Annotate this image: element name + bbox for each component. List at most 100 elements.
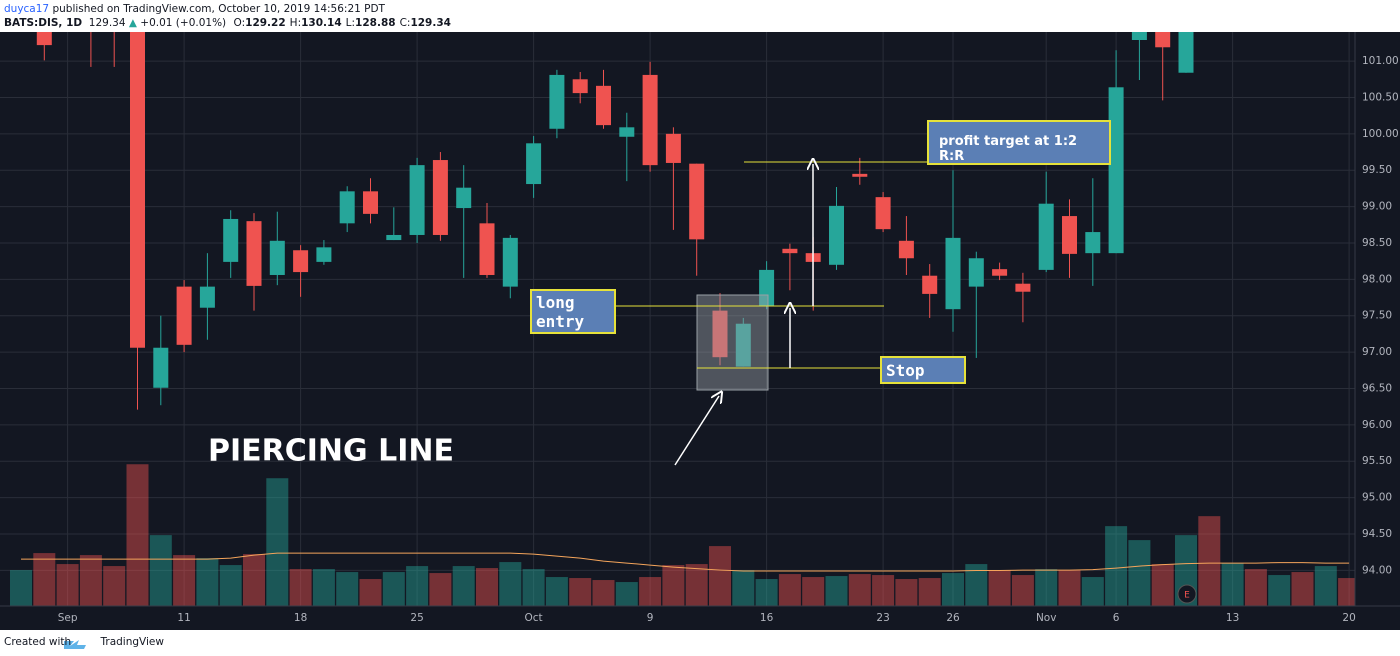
volume-bar bbox=[825, 576, 848, 606]
x-tick-label: 13 bbox=[1226, 612, 1239, 624]
volume-bar bbox=[1105, 526, 1128, 606]
arrow: ▲ bbox=[128, 17, 137, 29]
y-tick-label: 100.00 bbox=[1362, 128, 1399, 140]
x-tick-label: 18 bbox=[294, 612, 307, 624]
tv-logo bbox=[64, 640, 86, 649]
volume-bar bbox=[382, 572, 405, 606]
candle-body bbox=[83, 3, 98, 18]
y-tick-label: 99.00 bbox=[1362, 201, 1392, 213]
y-tick-label: 96.50 bbox=[1362, 382, 1392, 394]
candle-body bbox=[386, 234, 402, 241]
footer-prefix: Created with bbox=[4, 636, 72, 648]
published: published on TradingView.com, October 10… bbox=[52, 3, 385, 15]
x-tick-label: Nov bbox=[1036, 612, 1057, 624]
candle-body bbox=[1131, 32, 1147, 41]
volume-bar bbox=[755, 579, 778, 606]
volume-bar bbox=[499, 562, 522, 606]
candle-body bbox=[432, 160, 448, 235]
target-box: profit target at 1:2 R:R bbox=[927, 120, 1111, 165]
ohlc-value: 128.88 bbox=[355, 17, 396, 29]
candle-body bbox=[922, 275, 938, 294]
symbol: BATS:DIS, 1D bbox=[4, 17, 83, 29]
pattern-label: PIERCING LINE bbox=[208, 434, 454, 469]
volume-bar bbox=[56, 564, 79, 606]
candle-body bbox=[363, 191, 378, 214]
candle-body bbox=[339, 191, 355, 224]
volume-bar bbox=[1221, 563, 1244, 606]
author[interactable]: duyca17 bbox=[4, 3, 50, 15]
volume-bar bbox=[778, 574, 801, 606]
y-tick-label: 100.50 bbox=[1362, 91, 1399, 103]
volume-bar bbox=[685, 564, 708, 606]
y-tick-label: 97.50 bbox=[1362, 310, 1392, 322]
x-tick-label: 23 bbox=[876, 612, 889, 624]
event-label[interactable]: E bbox=[1184, 591, 1190, 601]
x-tick-label: 11 bbox=[177, 612, 190, 624]
volume-bar bbox=[802, 577, 825, 606]
volume-bar bbox=[149, 535, 172, 606]
candle-body bbox=[1062, 216, 1077, 254]
candle-body bbox=[735, 323, 751, 367]
candle-body bbox=[945, 237, 961, 310]
volume-bar bbox=[1338, 578, 1355, 606]
candle-body bbox=[176, 286, 192, 345]
volume-bar bbox=[103, 566, 126, 606]
y-tick-label: 98.00 bbox=[1362, 273, 1392, 285]
change: +0.01 (+0.01%) bbox=[140, 17, 227, 29]
footer: Created with TradingView bbox=[4, 636, 164, 648]
volume-bar bbox=[895, 579, 918, 606]
candle-body bbox=[153, 347, 169, 388]
candle-body bbox=[572, 79, 588, 94]
candle-body bbox=[665, 133, 681, 163]
x-tick-label: Oct bbox=[525, 612, 543, 624]
ohlc-label: C: bbox=[399, 17, 411, 29]
candle-body bbox=[759, 269, 775, 307]
volume-bar bbox=[476, 568, 498, 606]
y-tick-label: 94.50 bbox=[1362, 528, 1392, 540]
volume-bar bbox=[988, 570, 1011, 606]
volume-bar bbox=[965, 564, 988, 606]
ohlc-value: 129.22 bbox=[245, 17, 286, 29]
candle-body bbox=[852, 173, 868, 177]
pattern-arrow bbox=[674, 396, 719, 466]
highlight-box bbox=[696, 294, 769, 391]
volume-bar bbox=[942, 573, 964, 606]
header-line-1: duyca17 published on TradingView.com, Oc… bbox=[4, 3, 385, 15]
volume-bar bbox=[1314, 566, 1337, 606]
volume-bar bbox=[33, 553, 56, 606]
candle-body bbox=[1015, 283, 1031, 292]
candle-body bbox=[36, 32, 52, 46]
candle-body bbox=[456, 187, 472, 209]
candle-body bbox=[223, 218, 239, 262]
volume-bar bbox=[406, 566, 429, 606]
y-tick-label: 94.00 bbox=[1362, 564, 1392, 576]
candle-body bbox=[1178, 32, 1194, 73]
ohlc-label: H: bbox=[289, 17, 302, 29]
candle-body bbox=[689, 163, 705, 240]
volume-bar bbox=[872, 575, 895, 606]
volume-bar bbox=[173, 555, 196, 606]
event-marker[interactable] bbox=[1177, 584, 1197, 604]
candle-body bbox=[130, 32, 145, 348]
volume-bar bbox=[918, 578, 941, 606]
ohlc-label: O: bbox=[233, 17, 246, 29]
x-tick-label: 26 bbox=[946, 612, 960, 624]
candle-body bbox=[549, 74, 565, 129]
volume-bar bbox=[615, 582, 638, 606]
volume-ma bbox=[21, 552, 1350, 572]
candle-body bbox=[199, 286, 215, 308]
volume-bar bbox=[662, 565, 685, 606]
candle-body bbox=[502, 237, 518, 287]
footer-brand[interactable]: TradingView bbox=[100, 636, 164, 648]
volume-bar bbox=[545, 577, 568, 606]
candle-body bbox=[269, 240, 285, 275]
y-tick-label: 101.00 bbox=[1362, 55, 1399, 67]
volume-bar bbox=[522, 569, 545, 606]
volume-bar bbox=[1244, 569, 1267, 606]
volume-bar bbox=[848, 574, 871, 606]
candle-body bbox=[1155, 32, 1171, 48]
x-tick-label: 6 bbox=[1113, 612, 1120, 624]
y-tick-label: 96.00 bbox=[1362, 419, 1392, 431]
x-tick-label: 16 bbox=[760, 612, 774, 624]
candle-body bbox=[619, 127, 635, 137]
